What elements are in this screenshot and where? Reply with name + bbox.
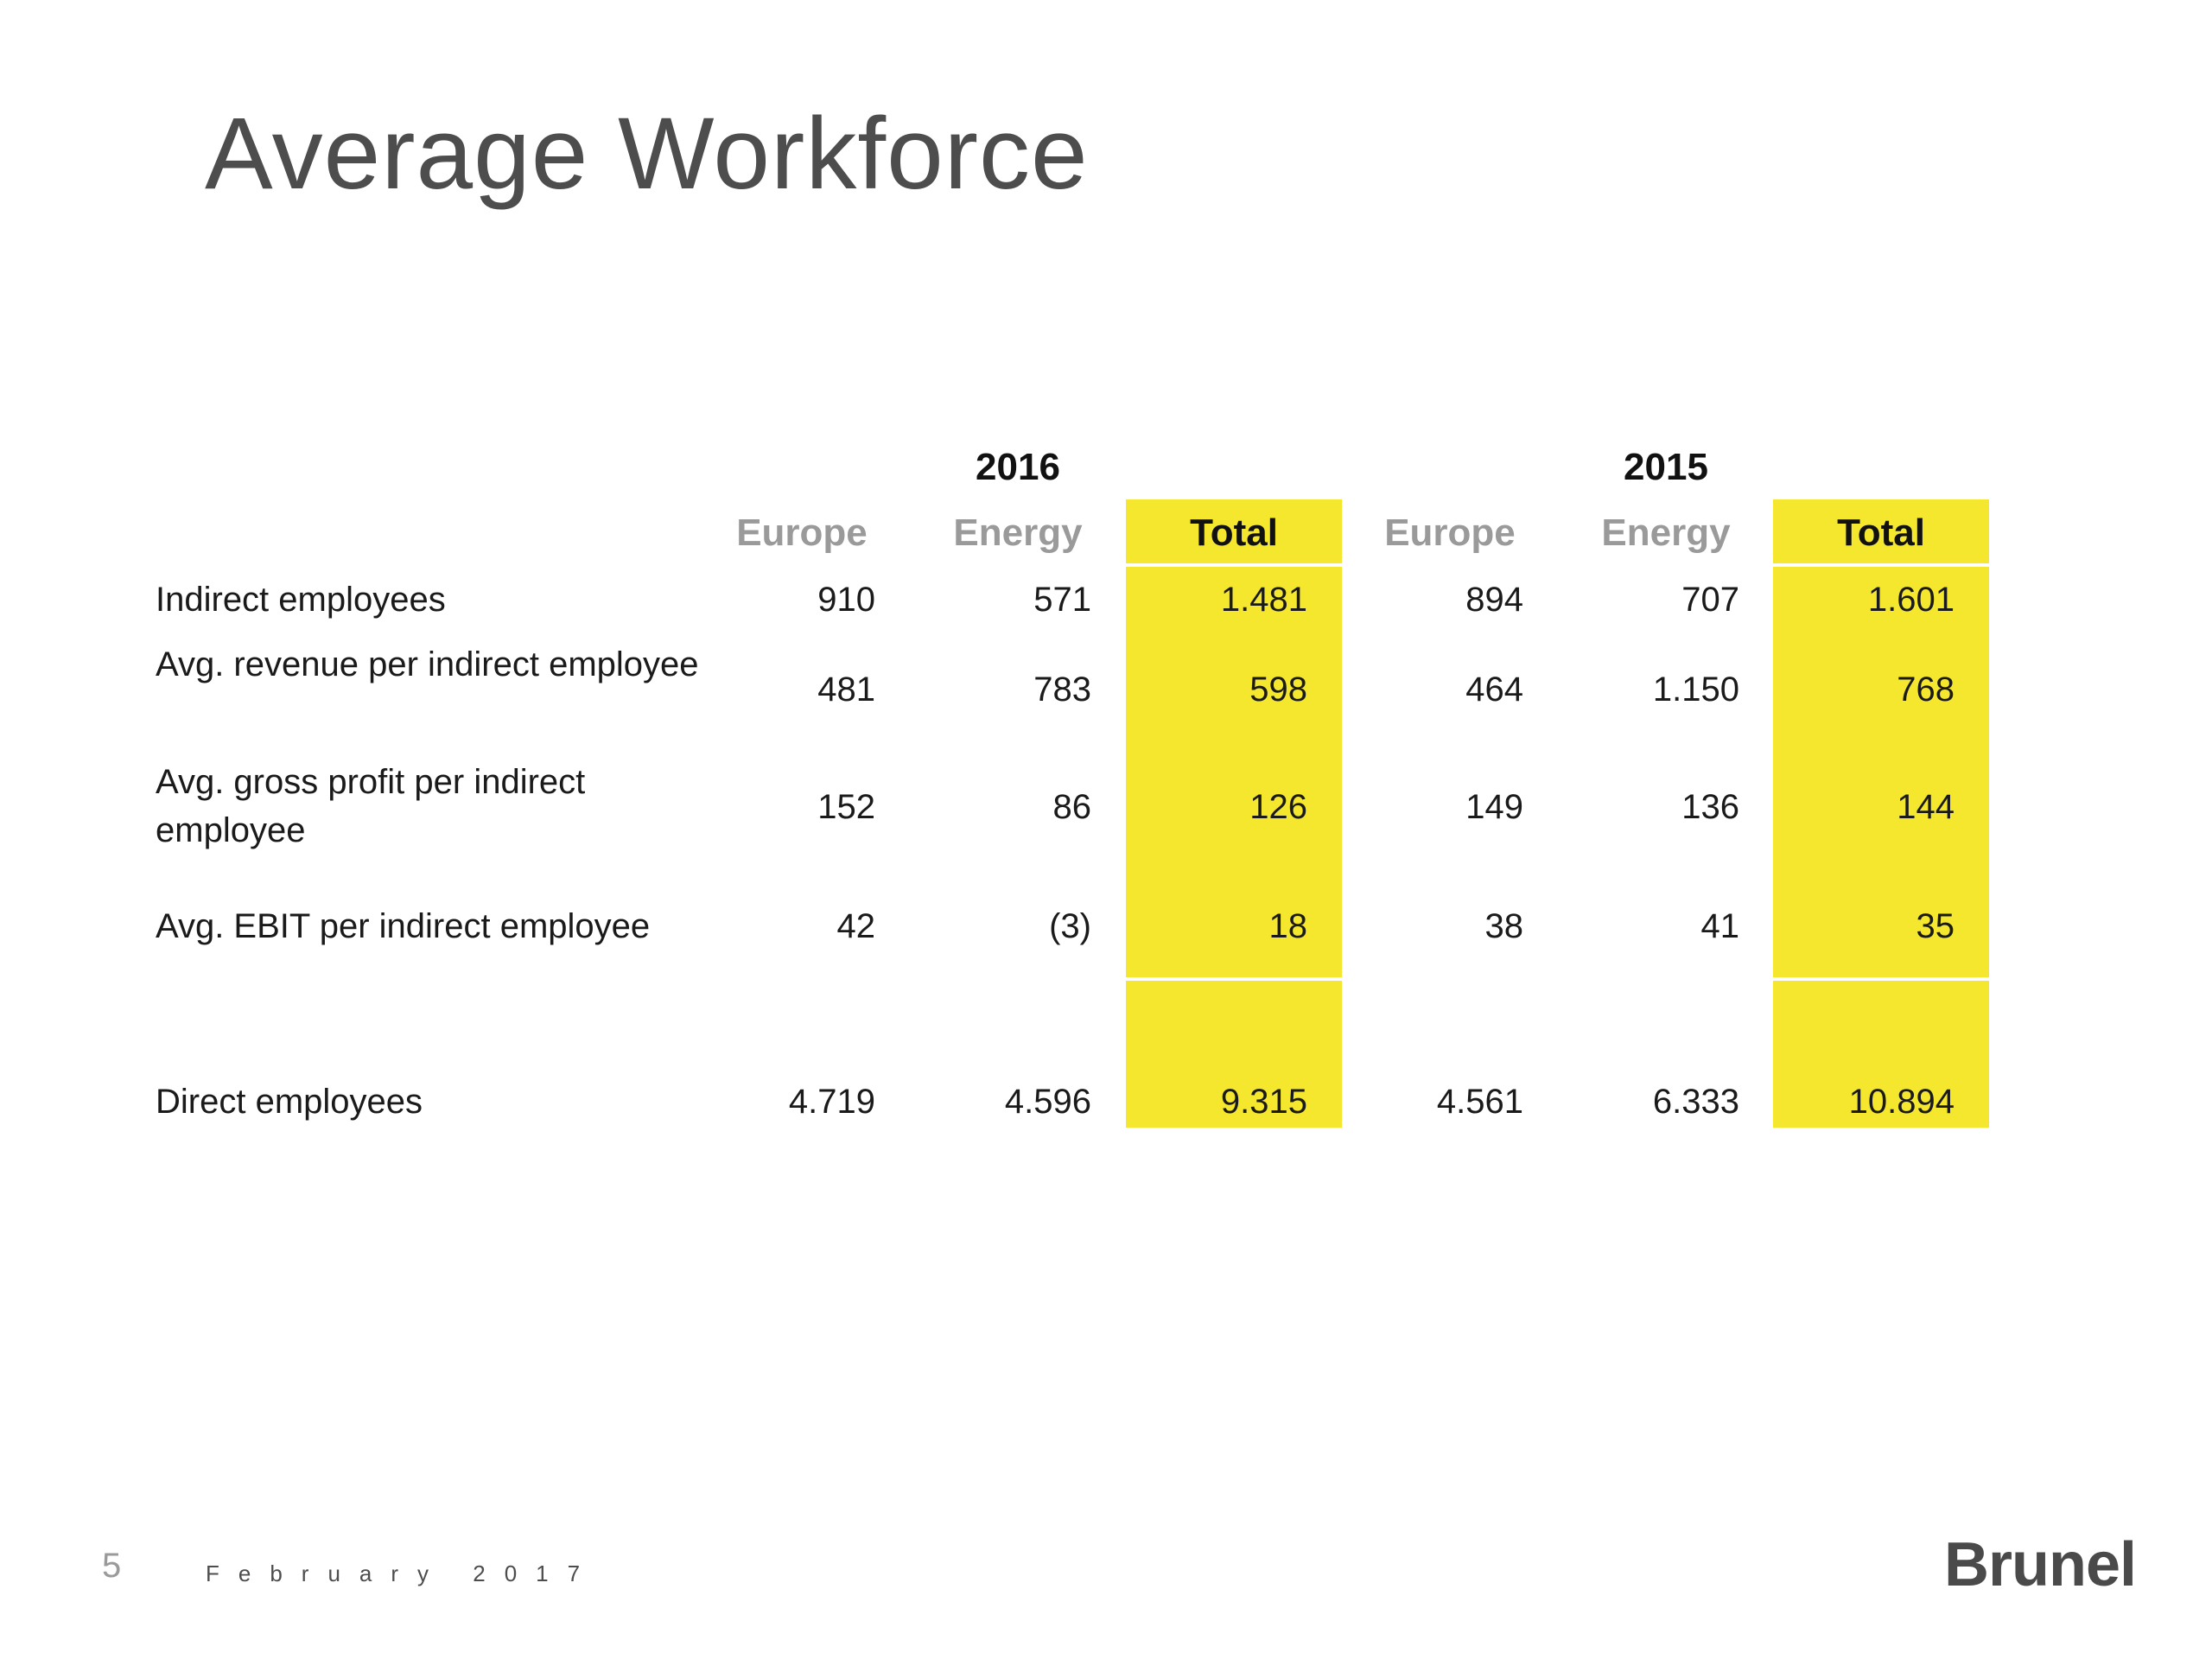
total-2015-separator xyxy=(1773,977,1989,981)
table-cell: 42 xyxy=(836,907,876,945)
table-cell: 144 xyxy=(1897,788,1955,826)
table-cell: 4.561 xyxy=(1436,1083,1523,1121)
year-header-2016: 2016 xyxy=(976,446,1060,488)
total-2015-separator xyxy=(1773,563,1989,567)
column-header-total: Total xyxy=(1837,512,1925,554)
column-header-energy: Energy xyxy=(1601,512,1731,554)
table-cell: 149 xyxy=(1465,788,1523,826)
table-cell: 768 xyxy=(1897,671,1955,709)
table-cell: (3) xyxy=(1049,907,1091,945)
table-cell: 86 xyxy=(1052,788,1092,826)
total-2016-separator xyxy=(1126,563,1342,567)
table-cell: 1.481 xyxy=(1220,581,1307,619)
table-cell: 707 xyxy=(1681,581,1739,619)
table-cell: 18 xyxy=(1268,907,1308,945)
table-cell: 1.601 xyxy=(1867,581,1955,619)
row-label: Avg. EBIT per indirect employee xyxy=(156,907,651,945)
row-label: Indirect employees xyxy=(156,581,446,619)
table-cell: 152 xyxy=(817,788,875,826)
row-label: Avg. gross profit per indirect employee xyxy=(156,763,586,849)
table-cell: 38 xyxy=(1484,907,1524,945)
table-cell: 571 xyxy=(1033,581,1091,619)
table-cell: 136 xyxy=(1681,788,1739,826)
table-cell: 10.894 xyxy=(1848,1083,1955,1121)
column-header-energy: Energy xyxy=(953,512,1083,554)
table-cell: 35 xyxy=(1916,907,1955,945)
table-cell: 894 xyxy=(1465,581,1523,619)
row-label: Direct employees xyxy=(156,1083,423,1121)
page-title: Average Workforce xyxy=(205,97,1089,211)
page-number: 5 xyxy=(102,1547,122,1585)
row-label: Avg. revenue per indirect employee xyxy=(156,645,699,683)
column-header-total: Total xyxy=(1190,512,1278,554)
footer-date: February 2017 xyxy=(206,1560,600,1586)
table-cell: 9.315 xyxy=(1220,1083,1307,1121)
total-2016-highlight xyxy=(1126,499,1342,1128)
total-2016-separator xyxy=(1126,977,1342,981)
table-cell: 783 xyxy=(1033,671,1091,709)
table-cell: 126 xyxy=(1249,788,1307,826)
table-cell: 481 xyxy=(817,671,875,709)
year-header-2015: 2015 xyxy=(1624,446,1708,488)
brunel-logo: Brunel xyxy=(1944,1530,2137,1599)
table-cell: 910 xyxy=(817,581,875,619)
table-cell: 464 xyxy=(1465,671,1523,709)
table-cell: 4.719 xyxy=(788,1083,875,1121)
column-header-europe: Europe xyxy=(736,512,868,554)
table-cell: 41 xyxy=(1700,907,1740,945)
table-cell: 6.333 xyxy=(1652,1083,1739,1121)
column-header-europe: Europe xyxy=(1384,512,1516,554)
total-2015-highlight xyxy=(1773,499,1989,1128)
table-cell: 1.150 xyxy=(1652,671,1739,709)
table-cell: 598 xyxy=(1249,671,1307,709)
table-cell: 4.596 xyxy=(1004,1083,1091,1121)
